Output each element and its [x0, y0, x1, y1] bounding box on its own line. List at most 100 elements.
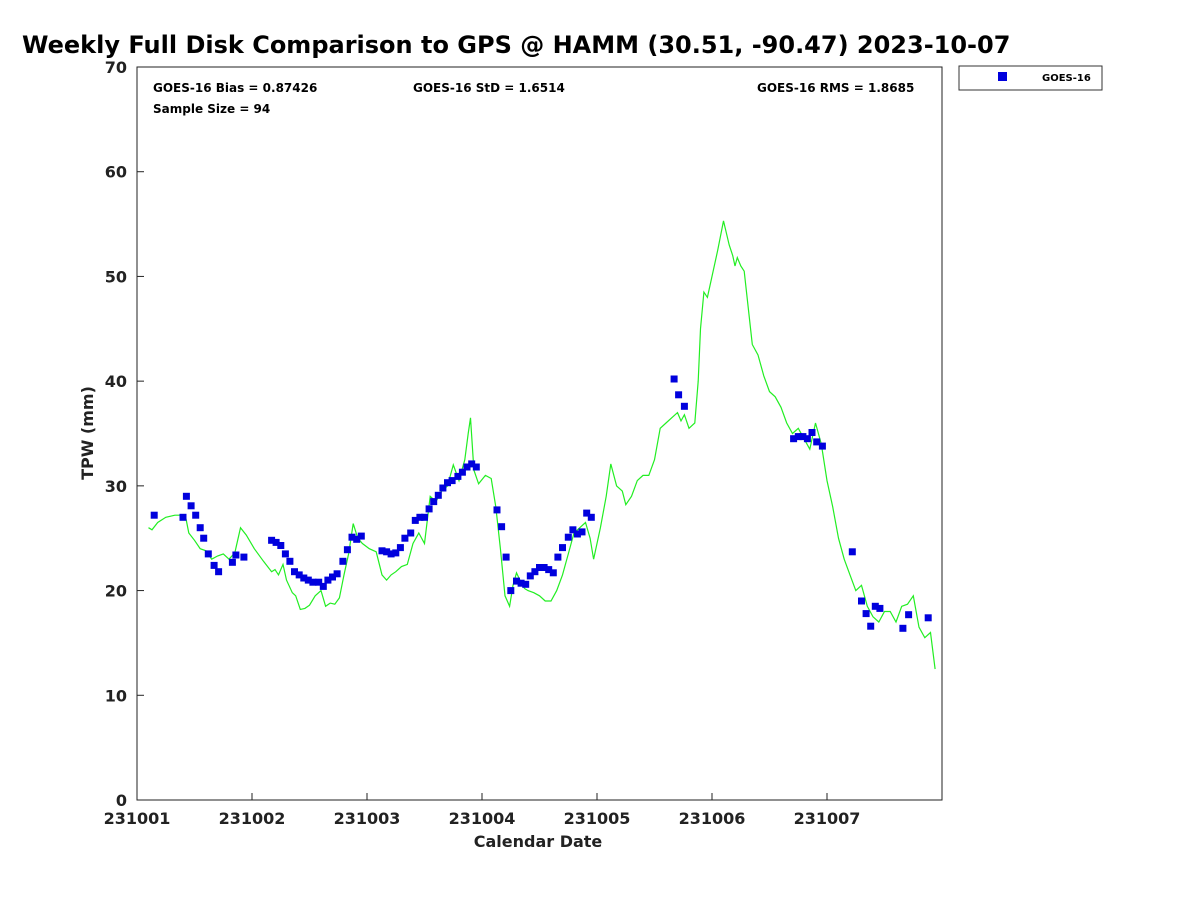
goes16-point: [196, 524, 204, 532]
x-tick-label: 231005: [564, 809, 631, 828]
y-tick-label: 0: [116, 791, 127, 810]
goes16-point: [858, 597, 865, 605]
goes16-scatter-series: [150, 375, 932, 632]
goes16-point: [387, 550, 395, 558]
goes16-point: [583, 509, 591, 517]
goes16-point: [463, 463, 471, 471]
goes16-point: [813, 438, 821, 446]
goes16-point: [277, 542, 285, 549]
goes16-point: [564, 533, 572, 541]
goes16-point: [569, 526, 577, 534]
goes16-point: [210, 561, 218, 569]
goes16-point: [670, 375, 678, 383]
goes16-point: [268, 536, 276, 544]
goes16-point: [924, 614, 932, 622]
goes16-point: [502, 553, 510, 561]
legend-label: GOES-16: [1042, 73, 1091, 84]
goes16-point: [540, 564, 548, 571]
goes16-point: [439, 484, 447, 492]
y-axis-label: TPW (mm): [78, 386, 97, 480]
goes16-point: [517, 579, 525, 587]
goes16-point: [559, 544, 566, 552]
goes16-point: [848, 548, 856, 556]
goes16-point: [867, 622, 875, 630]
goes16-point: [378, 547, 386, 555]
x-tick-label: 231006: [679, 809, 746, 828]
goes16-point: [818, 442, 826, 450]
goes16-point: [434, 491, 442, 499]
goes16-point: [396, 544, 404, 552]
goes16-point: [526, 572, 534, 580]
goes16-point: [309, 578, 317, 586]
y-tick-label: 60: [105, 163, 127, 182]
goes16-point: [357, 532, 365, 540]
goes16-point: [291, 568, 298, 576]
axis-ticks: 0 10 20 30 40 50 60 70 231001 231002 231003 231004 2…: [104, 58, 861, 828]
goes16-point: [329, 573, 336, 581]
goes16-point: [573, 530, 581, 538]
goes16-point: [430, 498, 438, 506]
y-tick-label: 70: [105, 58, 127, 77]
goes16-point: [179, 513, 187, 521]
goes16-point: [300, 574, 308, 582]
goes16-point: [587, 513, 595, 521]
goes16-point: [507, 587, 515, 595]
goes16-point: [324, 576, 332, 584]
goes16-point: [295, 571, 303, 579]
goes16-point: [411, 516, 419, 524]
goes16-point: [240, 553, 248, 561]
x-tick-label: 231001: [104, 809, 171, 828]
legend-marker: [998, 72, 1007, 81]
y-tick-label: 40: [105, 372, 127, 391]
goes16-point: [392, 549, 400, 557]
goes16-point: [401, 534, 409, 542]
goes16-point: [472, 463, 480, 471]
goes16-point: [458, 468, 466, 476]
goes16-point: [899, 624, 907, 632]
goes16-point: [531, 568, 539, 576]
goes16-point: [215, 568, 223, 576]
goes16-point: [680, 402, 688, 410]
x-axis-label: Calendar Date: [474, 832, 603, 851]
y-tick-label: 50: [105, 267, 127, 286]
goes16-point: [343, 546, 351, 554]
goes16-point: [348, 533, 356, 541]
goes16-point: [425, 505, 433, 513]
std-stat: GOES-16 StD = 1.6514: [413, 81, 565, 95]
goes16-point: [454, 472, 462, 480]
rms-stat: GOES-16 RMS = 1.8685: [757, 81, 914, 95]
y-tick-label: 30: [105, 477, 127, 496]
goes16-point: [862, 610, 870, 618]
x-tick-label: 231002: [219, 809, 286, 828]
goes16-point: [421, 513, 428, 521]
goes16-point: [493, 506, 501, 514]
legend: GOES-16: [958, 65, 1103, 91]
gps-tpw-line: [148, 220, 936, 670]
goes16-point: [315, 578, 323, 586]
goes16-point: [554, 553, 562, 561]
goes16-point: [444, 479, 451, 487]
goes16-point: [319, 582, 327, 590]
goes16-point: [675, 391, 683, 399]
goes16-point: [192, 511, 200, 519]
goes16-point: [876, 604, 884, 612]
goes16-point: [416, 513, 424, 521]
gps-line-series: [148, 220, 936, 670]
goes16-point: [536, 564, 543, 571]
bias-stat: GOES-16 Bias = 0.87426: [153, 81, 317, 95]
goes16-point: [304, 576, 312, 584]
goes16-point: [182, 492, 190, 500]
plot-frame: [136, 66, 943, 801]
goes16-point: [790, 435, 798, 443]
goes16-point: [150, 511, 158, 519]
goes16-point: [339, 557, 347, 565]
goes16-point: [513, 577, 520, 585]
x-tick-label: 231003: [334, 809, 401, 828]
y-tick-label: 10: [105, 686, 127, 705]
legend-box: [958, 65, 1103, 91]
goes16-point: [545, 566, 553, 574]
x-tick-label: 231007: [794, 809, 861, 828]
goes16-point: [286, 557, 294, 565]
chart-title: Weekly Full Disk Comparison to GPS @ HAM…: [22, 31, 1010, 59]
